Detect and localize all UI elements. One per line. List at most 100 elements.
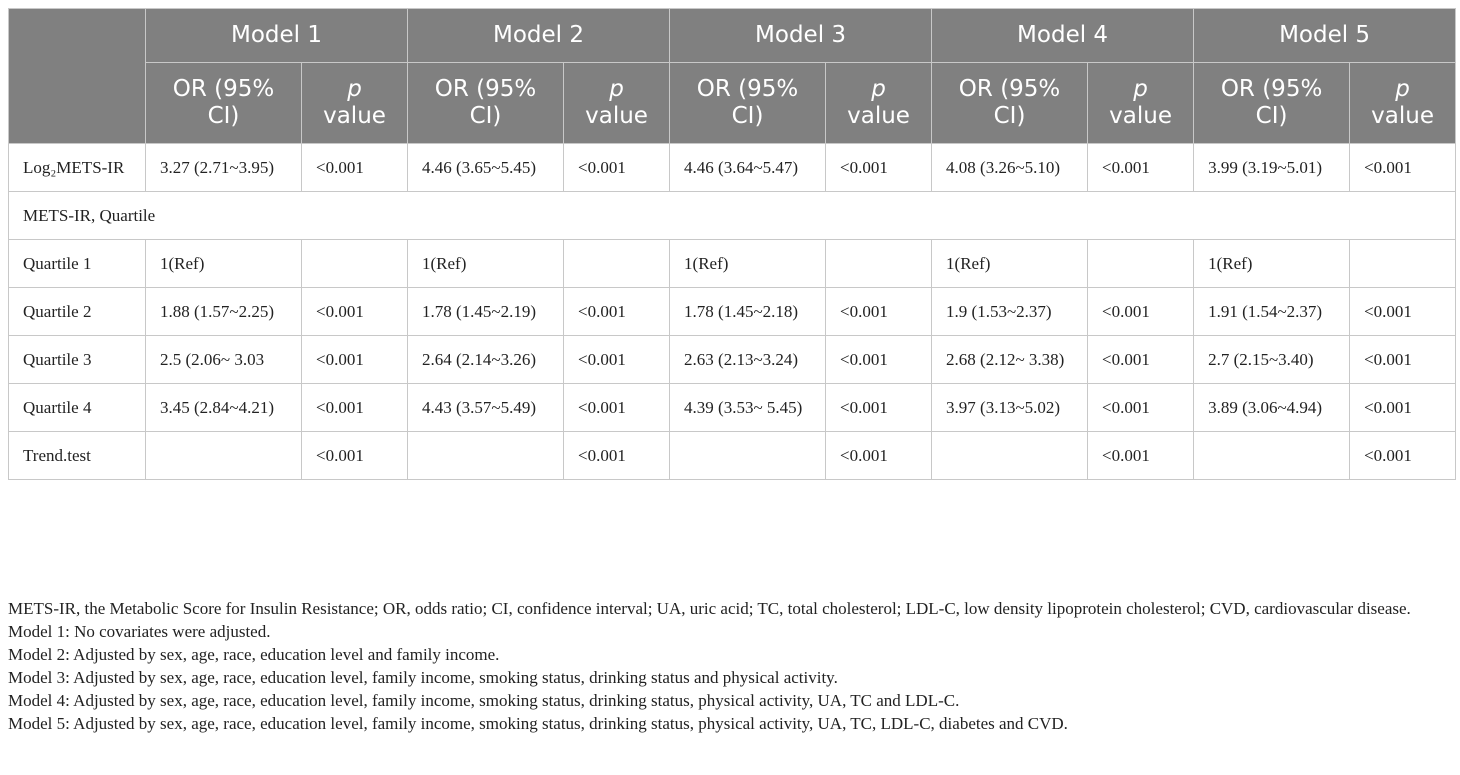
section-label: METS-IR, Quartile: [7, 191, 1457, 240]
row-label: Quartile 2: [8, 287, 146, 336]
p-value: <0.001: [1087, 335, 1195, 384]
p-value: <0.001: [1087, 287, 1195, 336]
row-label: Quartile 4: [8, 383, 146, 432]
or-header: OR (95% CI): [145, 62, 302, 144]
or-value: [1193, 431, 1351, 480]
model-header: Model 2: [407, 8, 671, 63]
p-value: <0.001: [1349, 383, 1457, 432]
or-value: 2.63 (2.13~3.24): [669, 335, 827, 384]
subheader-row: OR (95% CI) p value OR (95% CI) p value OR (95…: [9, 62, 1457, 144]
or-value: 4.08 (3.26~5.10): [931, 143, 1089, 192]
p-value: [300, 239, 409, 288]
footnote: Model 4: Adjusted by sex, age, race, edu…: [8, 691, 960, 710]
footnotes: METS-IR, the Metabolic Score for Insulin…: [8, 597, 1452, 735]
model-header: Model 5: [1193, 8, 1457, 63]
p-rest: value: [1371, 103, 1434, 129]
p-italic: p: [347, 76, 362, 102]
p-rest: value: [847, 103, 910, 129]
p-value: <0.001: [1087, 431, 1195, 480]
p-value: <0.001: [300, 143, 409, 192]
body-row: Trend.test <0.001 <0.001 <0.001 <0.001 <0.001: [8, 431, 1457, 480]
p-header: p value: [563, 62, 671, 144]
p-value: <0.001: [300, 335, 409, 384]
or-value: 3.45 (2.84~4.21): [145, 383, 302, 432]
p-value: <0.001: [563, 287, 671, 336]
or-value: 1(Ref): [145, 239, 302, 288]
or-value: 4.46 (3.64~5.47): [669, 143, 827, 192]
p-value: <0.001: [1349, 431, 1457, 480]
or-value: 4.46 (3.65~5.45): [407, 143, 565, 192]
or-header: OR (95% CI): [669, 62, 827, 144]
p-value: [1349, 239, 1457, 288]
or-value: 3.99 (3.19~5.01): [1193, 143, 1351, 192]
results-table: Model 1 Model 2 Model 3 Model 4 Model 5 OR (9…: [7, 8, 1457, 480]
model-header: Model 4: [931, 8, 1195, 63]
or-value: 1(Ref): [931, 239, 1089, 288]
p-value: <0.001: [1349, 143, 1457, 192]
p-value: <0.001: [563, 383, 671, 432]
or-value: 1.91 (1.54~2.37): [1193, 287, 1351, 336]
or-value: 4.43 (3.57~5.49): [407, 383, 565, 432]
or-value: 1(Ref): [669, 239, 827, 288]
model-header: Model 3: [669, 8, 933, 63]
or-value: 2.68 (2.12~ 3.38): [931, 335, 1089, 384]
body-row: Quartile 2 1.88 (1.57~2.25) <0.001 1.78 (1.…: [8, 287, 1457, 336]
footnote: Model 5: Adjusted by sex, age, race, edu…: [8, 714, 1068, 733]
p-value: <0.001: [825, 143, 933, 192]
p-value: <0.001: [300, 383, 409, 432]
p-header: p value: [300, 62, 409, 144]
row-label: Quartile 3: [8, 335, 146, 384]
table-wrap: Model 1 Model 2 Model 3 Model 4 Model 5 OR (9…: [7, 8, 1457, 480]
footnote: Model 2: Adjusted by sex, age, race, edu…: [8, 645, 500, 664]
or-value: 1(Ref): [407, 239, 565, 288]
or-value: [145, 431, 302, 480]
body-row: Log₂METS-IR 3.27 (2.71~3.95) <0.001 4.46 (3…: [8, 143, 1457, 192]
or-value: 1.9 (1.53~2.37): [931, 287, 1089, 336]
p-value: <0.001: [563, 335, 671, 384]
table-body: Log₂METS-IR 3.27 (2.71~3.95) <0.001 4.46 (3…: [7, 143, 1457, 480]
or-value: 1.78 (1.45~2.19): [407, 287, 565, 336]
body-row: Quartile 1 1(Ref) 1(Ref) 1(Ref) 1(Ref) 1(Ref): [8, 239, 1457, 288]
row-label: Trend.test: [8, 431, 146, 480]
or-value: 1.78 (1.45~2.18): [669, 287, 827, 336]
body-row: Quartile 4 3.45 (2.84~4.21) <0.001 4.43 (3.…: [8, 383, 1457, 432]
p-value: <0.001: [825, 383, 933, 432]
or-value: 2.64 (2.14~3.26): [407, 335, 565, 384]
or-value: 2.5 (2.06~ 3.03: [145, 335, 302, 384]
p-italic: p: [1133, 76, 1148, 102]
p-italic: p: [871, 76, 886, 102]
corner-cell: [8, 8, 146, 144]
or-value: 2.7 (2.15~3.40): [1193, 335, 1351, 384]
p-header: p value: [1349, 62, 1457, 144]
p-header: p value: [1087, 62, 1195, 144]
p-rest: value: [323, 103, 386, 129]
table-head: Model 1 Model 2 Model 3 Model 4 Model 5 OR (9…: [8, 8, 1457, 144]
p-value: <0.001: [825, 431, 933, 480]
footnote: Model 3: Adjusted by sex, age, race, edu…: [8, 668, 838, 687]
p-value: <0.001: [1087, 143, 1195, 192]
p-value: <0.001: [825, 287, 933, 336]
body-row: Quartile 3 2.5 (2.06~ 3.03 <0.001 2.64 (2.1…: [8, 335, 1457, 384]
p-italic: p: [609, 76, 624, 102]
or-value: [407, 431, 565, 480]
p-value: <0.001: [1349, 287, 1457, 336]
p-rest: value: [585, 103, 648, 129]
or-value: 3.89 (3.06~4.94): [1193, 383, 1351, 432]
or-header: OR (95% CI): [1193, 62, 1351, 144]
p-value: <0.001: [300, 431, 409, 480]
p-value: <0.001: [563, 143, 671, 192]
or-value: 3.97 (3.13~5.02): [931, 383, 1089, 432]
footnote: METS-IR, the Metabolic Score for Insulin…: [8, 599, 1411, 618]
row-label: Quartile 1: [8, 239, 146, 288]
p-rest: value: [1109, 103, 1172, 129]
or-value: 1(Ref): [1193, 239, 1351, 288]
p-value: <0.001: [300, 287, 409, 336]
model-header: Model 1: [144, 8, 409, 63]
or-value: 3.27 (2.71~3.95): [145, 143, 302, 192]
or-value: 1.88 (1.57~2.25): [145, 287, 302, 336]
p-value: <0.001: [563, 431, 671, 480]
p-italic: p: [1395, 76, 1410, 102]
p-value: <0.001: [825, 335, 933, 384]
p-value: [1087, 239, 1195, 288]
